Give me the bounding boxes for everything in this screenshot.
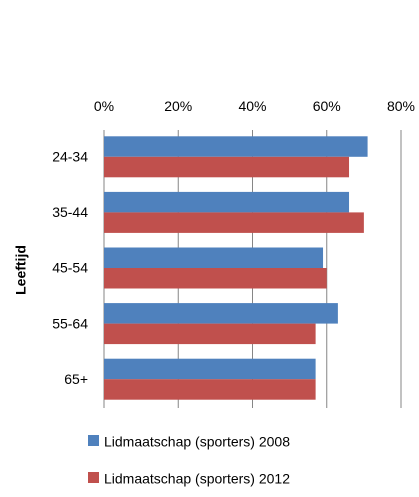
bar-55-64-series-1 bbox=[104, 303, 338, 324]
bar-35-44-series-1 bbox=[104, 191, 350, 213]
category-label: 55-64 bbox=[52, 315, 88, 331]
category-label: 35-44 bbox=[52, 204, 88, 220]
bars bbox=[104, 136, 368, 400]
bar-24-34-series-2 bbox=[104, 156, 350, 178]
legend-entry: Lidmaatschap (sporters) 2012 bbox=[104, 471, 290, 487]
legend-swatch bbox=[88, 435, 99, 446]
x-tick-label: 40% bbox=[238, 98, 266, 114]
legend: Lidmaatschap (sporters) 2008 Lidmaatschap… bbox=[88, 434, 290, 487]
y-axis-title: Leeftijd bbox=[13, 245, 29, 295]
x-tick-label: 0% bbox=[94, 98, 114, 114]
bar-35-44-series-2 bbox=[104, 212, 364, 233]
bar-65+-series-2 bbox=[104, 379, 316, 400]
category-label: 45-54 bbox=[52, 260, 88, 276]
legend-swatch bbox=[88, 472, 99, 483]
category-labels: 24-34 35-44 45-54 55-64 65+ bbox=[52, 149, 88, 387]
x-tick-label: 20% bbox=[164, 98, 192, 114]
category-label: 24-34 bbox=[52, 149, 88, 165]
bar-24-34-series-1 bbox=[104, 136, 368, 157]
category-label: 65+ bbox=[64, 371, 88, 387]
legend-entry: Lidmaatschap (sporters) 2008 bbox=[104, 434, 290, 450]
x-tick-labels: 0% 20% 40% 60% 80% bbox=[94, 98, 415, 114]
bar-45-54-series-2 bbox=[104, 268, 327, 289]
bar-65+-series-1 bbox=[104, 358, 316, 380]
x-tick-label: 60% bbox=[313, 98, 341, 114]
x-tick-label: 80% bbox=[387, 98, 415, 114]
bar-45-54-series-1 bbox=[104, 247, 324, 268]
bar-55-64-series-2 bbox=[104, 323, 316, 345]
